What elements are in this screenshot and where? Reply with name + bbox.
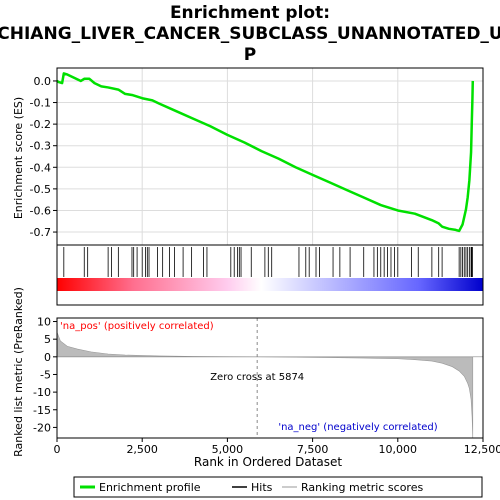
es-y-tick-label: -0.2 xyxy=(30,118,51,131)
es-y-tick-label: -0.7 xyxy=(30,226,51,239)
chart-title-line3: P xyxy=(244,45,256,65)
enrichment-profile-line xyxy=(56,72,475,233)
rank-color-bar xyxy=(57,278,483,291)
hits-area xyxy=(57,245,483,305)
hits-border xyxy=(56,244,484,306)
x-tick-label: 12,500 xyxy=(464,443,500,456)
x-tick-label: 5,000 xyxy=(212,443,244,456)
metric-y-tick-label: 5 xyxy=(44,333,51,346)
x-tick-label: 2,500 xyxy=(126,443,158,456)
metric-axis-label: Ranked list metric (PreRanked) xyxy=(12,287,25,457)
legend-label-hits: Hits xyxy=(251,481,273,494)
es-panel: 0.0 -0.1 -0.2 -0.3 -0.4 -0.5 -0.6 -0.7 xyxy=(30,67,484,246)
x-axis-label: Rank in Ordered Dataset xyxy=(194,455,342,469)
es-plot-area xyxy=(57,68,483,245)
legend-label-metric: Ranking metric scores xyxy=(301,481,423,494)
positive-correlation-label: 'na_pos' (positively correlated) xyxy=(60,321,214,332)
metric-y-tick-label: 0 xyxy=(44,351,51,364)
hits-panel xyxy=(56,244,484,306)
legend-box xyxy=(73,476,483,498)
chart-title-line1: Enrichment plot: xyxy=(170,3,330,23)
zero-cross-label: Zero cross at 5874 xyxy=(210,372,304,383)
metric-y-tick-label: -15 xyxy=(33,404,51,417)
x-tick-label: 0 xyxy=(54,443,61,456)
es-y-tick-label: -0.4 xyxy=(30,161,51,174)
negative-correlation-label: 'na_neg' (negatively correlated) xyxy=(278,422,437,433)
metric-plot-border xyxy=(56,317,484,439)
metric-y-tick-label: -5 xyxy=(40,368,51,381)
metric-plot-area xyxy=(57,318,483,438)
ranking-metric-area xyxy=(56,332,474,439)
es-y-tick-label: -0.1 xyxy=(30,97,51,110)
metric-y-tick-label: -10 xyxy=(33,386,51,399)
legend: Enrichment profile Hits Ranking metric s… xyxy=(73,476,483,498)
metric-y-tick-label: 10 xyxy=(37,316,51,329)
metric-y-tick-label: -20 xyxy=(33,421,51,434)
es-y-tick-label: -0.5 xyxy=(30,183,51,196)
chart-title-line2: CHIANG_LIVER_CANCER_SUBCLASS_UNANNOTATED… xyxy=(0,24,500,44)
es-y-tick-label: -0.3 xyxy=(30,140,51,153)
es-y-tick-label: 0.0 xyxy=(34,75,52,88)
x-tick-label: 7,500 xyxy=(297,443,329,456)
legend-label-enrichment: Enrichment profile xyxy=(99,481,201,494)
x-tick-label: 10,000 xyxy=(379,443,418,456)
es-y-tick-label: -0.6 xyxy=(30,204,51,217)
es-axis-label: Enrichment score (ES) xyxy=(12,97,25,219)
